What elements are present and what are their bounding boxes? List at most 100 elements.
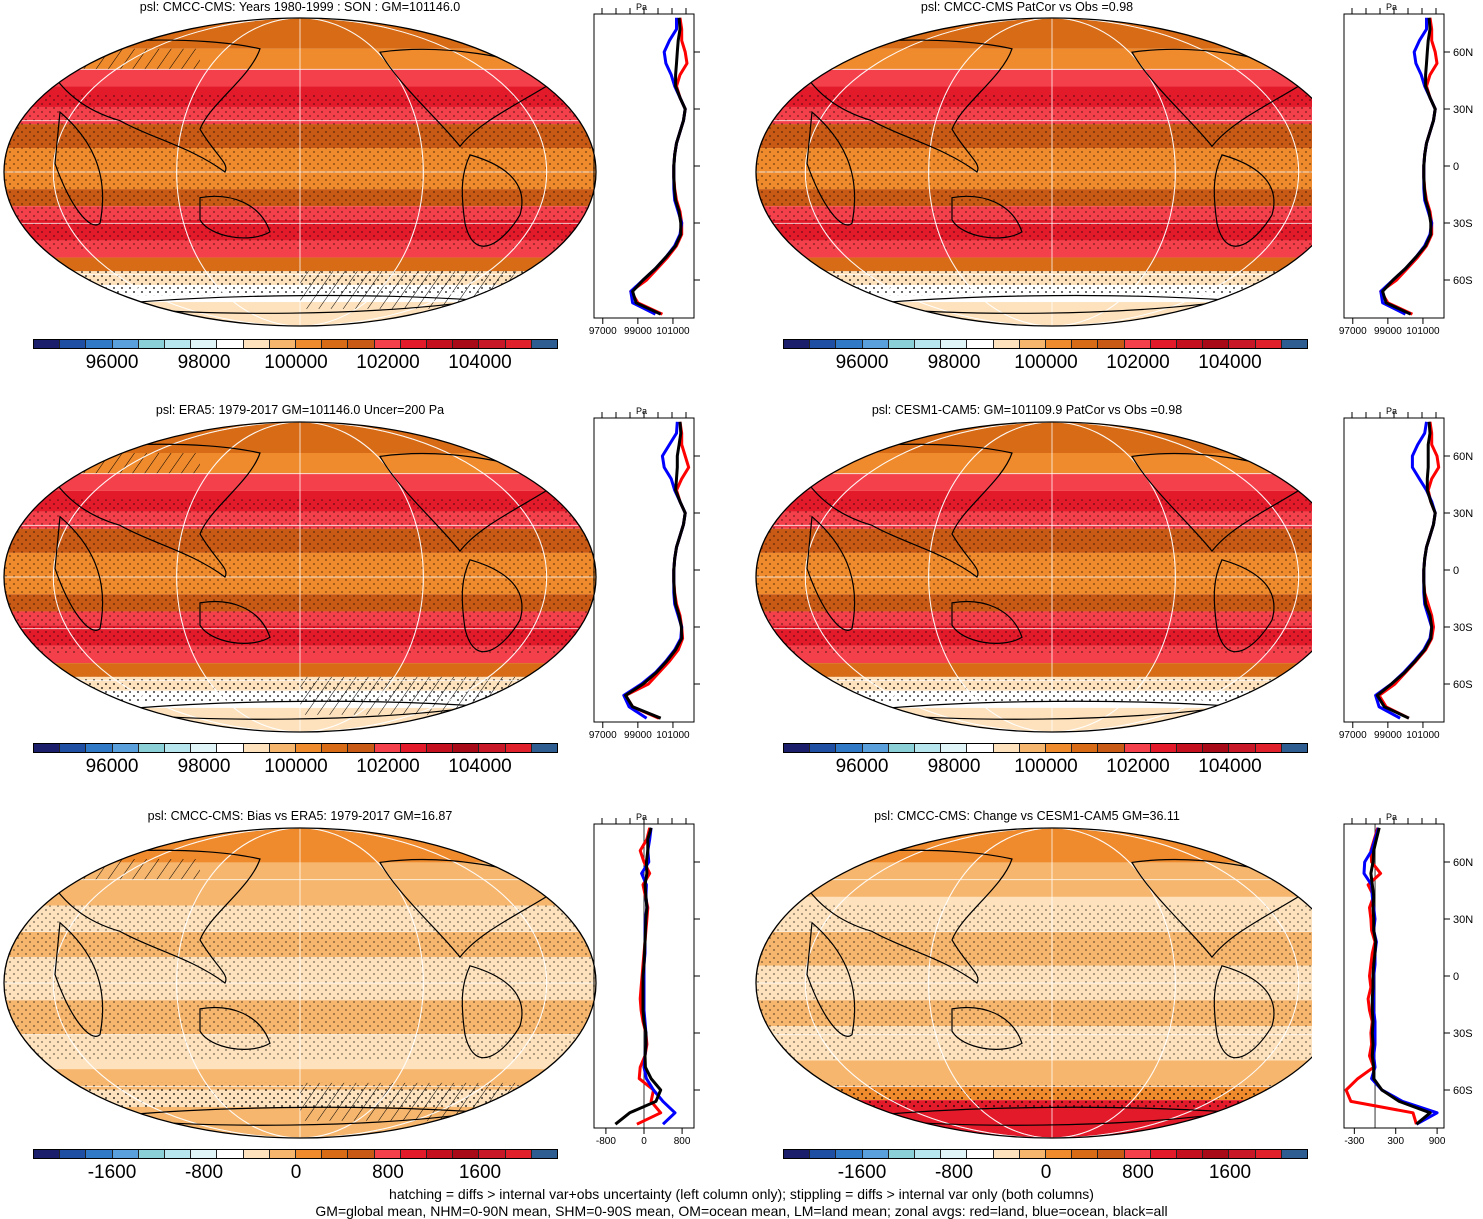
colorbar-swatch	[784, 1150, 810, 1158]
colorbar-swatch	[322, 1150, 348, 1158]
colorbar-label: 96000	[86, 352, 139, 374]
colorbar-swatch	[810, 744, 836, 752]
colorbar-swatch	[427, 340, 453, 348]
colorbar-swatch	[217, 1150, 243, 1158]
colorbar-swatch	[1072, 744, 1098, 752]
colorbar-swatch	[401, 1150, 427, 1158]
colorbar-swatch	[34, 1150, 60, 1158]
colorbar-swatch	[113, 1150, 139, 1158]
colorbar-swatch	[1151, 744, 1177, 752]
colorbar-swatch	[322, 340, 348, 348]
colorbar-swatch	[244, 744, 270, 752]
x-tick-label: 101000	[656, 730, 690, 741]
colorbar-swatch	[165, 744, 191, 752]
colorbar-swatch	[994, 744, 1020, 752]
lat-label: 60S	[1453, 1085, 1473, 1097]
colorbar-swatch	[836, 744, 862, 752]
lat-label: 60N	[1453, 47, 1473, 59]
colorbar-swatch	[889, 744, 915, 752]
colorbar-swatch	[836, 1150, 862, 1158]
colorbar-label: -1600	[88, 1162, 137, 1184]
colorbar-swatch	[375, 1150, 401, 1158]
colorbar-swatch	[994, 340, 1020, 348]
colorbar-label: 800	[1122, 1162, 1154, 1184]
lat-label: 30S	[1453, 622, 1473, 634]
change-map	[752, 824, 1312, 1146]
colorbar-swatch	[165, 1150, 191, 1158]
unit-label: Pa	[1386, 812, 1397, 822]
colorbar-label: 100000	[264, 756, 327, 778]
colorbar-swatch	[1020, 744, 1046, 752]
colorbar-swatch	[1072, 340, 1098, 348]
colorbar-label: 100000	[1014, 756, 1077, 778]
colorbar-swatch	[889, 340, 915, 348]
colorbar-swatch	[967, 1150, 993, 1158]
colorbar-swatch	[60, 1150, 86, 1158]
colorbar-swatch	[1256, 744, 1282, 752]
pressure-band	[752, 474, 1312, 491]
colorbar-label: 102000	[356, 352, 419, 374]
colorbar-swatch	[784, 744, 810, 752]
x-tick-label: 800	[674, 1136, 691, 1147]
map-title: psl: CMCC-CMS: Bias vs ERA5: 1979-2017 G…	[0, 809, 600, 823]
colorbar-swatch	[967, 340, 993, 348]
x-tick-label: 97000	[589, 326, 617, 337]
colorbar-swatch	[1282, 340, 1307, 348]
colorbar-swatch	[836, 340, 862, 348]
colorbar	[783, 339, 1308, 349]
colorbar-swatch	[401, 340, 427, 348]
colorbar-swatch	[244, 340, 270, 348]
series-line-land	[1346, 828, 1416, 1124]
colorbar-swatch	[1256, 1150, 1282, 1158]
colorbar-swatch	[1282, 744, 1307, 752]
lat-label: 60N	[1453, 451, 1473, 463]
pressure-band	[752, 663, 1312, 677]
colorbar-swatch	[1125, 1150, 1151, 1158]
colorbar-swatch	[270, 340, 296, 348]
colorbar-swatch	[1229, 340, 1255, 348]
lat-label: 30N	[1453, 508, 1473, 520]
colorbar-swatch	[401, 744, 427, 752]
colorbar-swatch	[375, 744, 401, 752]
plot-frame	[594, 14, 694, 318]
colorbar-label: 1600	[459, 1162, 501, 1184]
colorbar-swatch	[967, 744, 993, 752]
colorbar-swatch	[506, 1150, 532, 1158]
plot-frame	[594, 418, 694, 722]
colorbar-swatch	[532, 340, 557, 348]
lat-label: 60S	[1453, 275, 1473, 287]
lat-label: 60S	[1453, 679, 1473, 691]
colorbar-label: 104000	[448, 352, 511, 374]
x-tick-label: 99000	[624, 730, 652, 741]
map-title: psl: CESM1-CAM5: GM=101109.9 PatCor vs O…	[752, 403, 1302, 417]
colorbar-swatch	[1177, 744, 1203, 752]
pressure-map	[0, 418, 600, 740]
colorbar-swatch	[348, 744, 374, 752]
colorbar-swatch	[348, 1150, 374, 1158]
colorbar-label: 0	[291, 1162, 302, 1184]
colorbar-swatch	[244, 1150, 270, 1158]
colorbar-swatch	[532, 1150, 557, 1158]
x-tick-label: 101000	[1406, 730, 1440, 741]
colorbar-swatch	[427, 744, 453, 752]
map-title: psl: CMCC-CMS: Years 1980-1999 : SON : G…	[0, 0, 600, 14]
colorbar-swatch	[1098, 340, 1124, 348]
colorbar-swatch	[139, 744, 165, 752]
colorbar	[33, 339, 558, 349]
unit-label: Pa	[636, 2, 647, 12]
colorbar-swatch	[348, 340, 374, 348]
pressure-band	[752, 302, 1312, 326]
footnote-legend: GM=global mean, NHM=0-90N mean, SHM=0-90…	[0, 1203, 1483, 1219]
colorbar-swatch	[60, 340, 86, 348]
colorbar-swatch	[86, 1150, 112, 1158]
colorbar-swatch	[532, 744, 557, 752]
colorbar-label: 98000	[928, 756, 981, 778]
x-tick-label: 101000	[656, 326, 690, 337]
colorbar-label: 0	[1041, 1162, 1052, 1184]
colorbar-swatch	[784, 340, 810, 348]
